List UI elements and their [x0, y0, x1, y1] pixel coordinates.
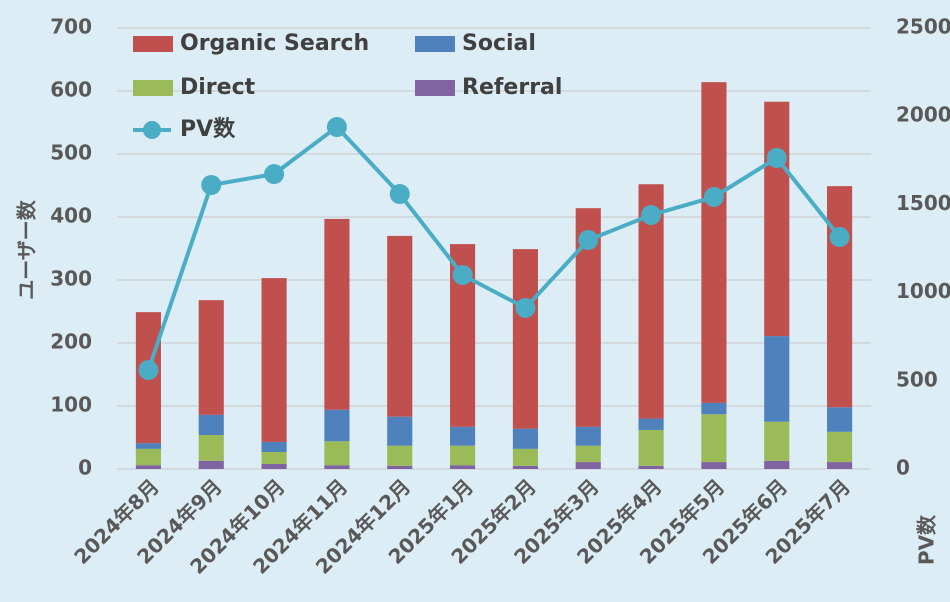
y-tick-label: 300 [50, 267, 92, 291]
bar [827, 186, 853, 408]
bar [198, 300, 224, 415]
bar [701, 82, 727, 403]
legend-label: PV数 [180, 116, 236, 142]
point [515, 297, 536, 318]
point [452, 264, 473, 285]
legend-swatch [415, 36, 455, 52]
point [829, 227, 850, 248]
legend-label: Direct [180, 75, 256, 100]
bar [575, 462, 601, 469]
y-tick-label: 500 [50, 141, 92, 165]
y-tick-label: 0 [78, 456, 92, 480]
point [578, 230, 599, 251]
legend-marker [143, 121, 161, 139]
bar [450, 445, 476, 466]
y2-tick-label: 500 [896, 367, 938, 391]
bar [135, 443, 161, 449]
bar [198, 414, 224, 435]
bar [387, 235, 413, 417]
bar [387, 465, 413, 469]
bar [450, 465, 476, 469]
point [641, 204, 662, 225]
bar [135, 465, 161, 469]
bar [324, 441, 350, 466]
legend-label: Referral [462, 75, 562, 100]
bar [324, 465, 350, 469]
bar [575, 426, 601, 446]
y-tick-label: 100 [50, 393, 92, 417]
legend-swatch [415, 80, 455, 96]
y-tick-label: 200 [50, 330, 92, 354]
y2-tick-label: 1000 [896, 279, 950, 303]
bar [387, 416, 413, 446]
bar [261, 441, 287, 452]
bar [261, 451, 287, 464]
point [326, 116, 347, 137]
bar [827, 407, 853, 432]
bar [512, 465, 538, 469]
legend-label: Social [462, 31, 536, 56]
bar [512, 249, 538, 429]
legend-swatch [133, 80, 173, 96]
bar [575, 445, 601, 463]
bar [261, 278, 287, 442]
bar [764, 336, 790, 422]
point [703, 186, 724, 207]
bar [450, 426, 476, 446]
bar [198, 434, 224, 461]
bar [638, 418, 664, 430]
bar [638, 429, 664, 466]
bar [512, 428, 538, 449]
y2-tick-label: 1500 [896, 191, 950, 215]
bar [135, 448, 161, 466]
bar [827, 431, 853, 463]
y-tick-label: 600 [50, 78, 92, 102]
point [766, 148, 787, 169]
y2-axis-title: PV数 [915, 514, 939, 565]
bar [764, 460, 790, 469]
y2-tick-label: 0 [896, 456, 910, 480]
legend-label: Organic Search [180, 31, 369, 56]
point [138, 360, 159, 381]
bar [387, 445, 413, 466]
bar [827, 462, 853, 469]
point [201, 174, 222, 195]
bar [701, 462, 727, 469]
y-axis-title: ユーザー数 [15, 199, 39, 300]
point [389, 183, 410, 204]
bar [261, 463, 287, 469]
point [264, 164, 285, 185]
bar [512, 448, 538, 466]
bar [324, 218, 350, 410]
bar [764, 101, 790, 337]
y2-tick-label: 2000 [896, 103, 950, 127]
bar [764, 421, 790, 461]
legend-swatch [133, 36, 173, 52]
bar [701, 402, 727, 415]
bar [701, 414, 727, 463]
y-tick-label: 400 [50, 204, 92, 228]
bar [324, 409, 350, 442]
line [146, 124, 842, 371]
bar [638, 465, 664, 469]
bar [198, 460, 224, 469]
y2-tick-label: 2500 [896, 15, 950, 39]
y-tick-label: 700 [50, 15, 92, 39]
